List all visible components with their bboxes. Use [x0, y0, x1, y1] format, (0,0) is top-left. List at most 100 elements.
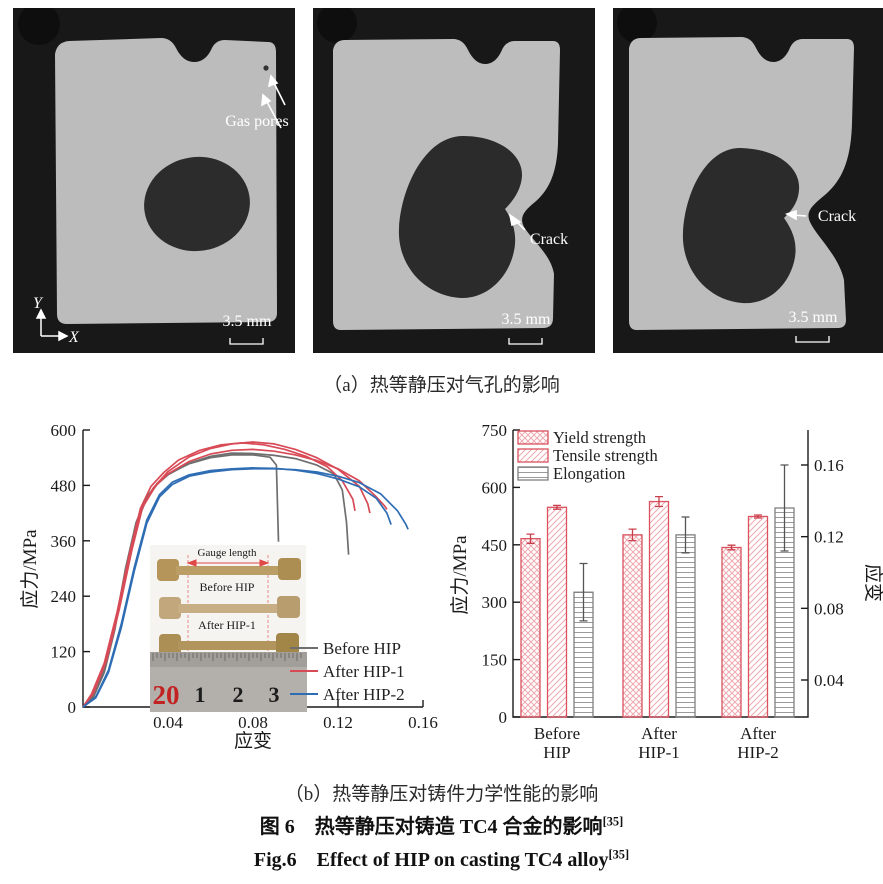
- scan-artifact-blob: [317, 8, 357, 43]
- error-bar: [553, 504, 561, 510]
- xray-panel-mid: Crack 3.5 mm: [313, 8, 595, 353]
- ruler-number-1: 1: [195, 682, 206, 707]
- mechanical-properties-chart: 0 150 300 450 600 750 0.04 0.08 0.12 0.16 应力/MPa 应变…: [450, 421, 883, 762]
- right-axis-label: 应变: [862, 564, 883, 602]
- bar-chart-axes: 0 150 300 450 600 750 0.04 0.08 0.12 0.16 应力/MPa 应变…: [450, 421, 883, 762]
- xray-panels: Gas pores Y X 3.5 mm Crack 3.5 mm: [13, 8, 883, 353]
- crack-arrow: [785, 209, 807, 221]
- bar-yield-strength: [721, 546, 742, 718]
- error-bar: [681, 516, 690, 554]
- legend-label: Elongation: [553, 464, 625, 483]
- kidney-pore: [682, 147, 800, 304]
- caption-chinese: 图 6 热等静压对铸造 TC4 合金的影响[35]: [0, 810, 883, 839]
- right-tick-label: 0.04: [814, 671, 844, 690]
- y-tick-label: 0: [68, 698, 77, 717]
- scan-artifact-blob: [617, 8, 657, 43]
- specimen-photo-inset: Gauge length Before HIP After HIP-1 Afte…: [150, 545, 307, 712]
- left-axis-label: 应力/MPa: [450, 535, 471, 615]
- bar-elongation: [675, 534, 696, 718]
- category-label: After: [740, 724, 776, 743]
- right-tick-label: 0.12: [814, 528, 844, 547]
- left-tick-label: 150: [482, 651, 508, 670]
- bar-chart-bars: [520, 464, 795, 718]
- legend-label: Before HIP: [323, 639, 401, 658]
- error-bar: [579, 562, 588, 622]
- scale-bar: [795, 336, 830, 343]
- kidney-pore: [398, 136, 523, 299]
- y-axis-label: 应力/MPa: [20, 529, 41, 609]
- legend-label: After HIP-1: [323, 662, 405, 681]
- right-tick-label: 0.08: [814, 599, 844, 618]
- error-bar: [780, 464, 789, 552]
- error-bar: [754, 514, 762, 519]
- specimen-label: After HIP-1: [198, 618, 256, 632]
- gas-pore-dot: [263, 65, 269, 71]
- gas-pores-arrows: [261, 74, 286, 129]
- left-tick-label: 600: [482, 478, 508, 497]
- x-tick-label: 0.08: [238, 713, 268, 732]
- ruler-number-3: 3: [269, 682, 280, 707]
- category-label: Before: [534, 724, 580, 743]
- specimen-after-hip2: [159, 633, 299, 656]
- caption-english-ref: [35]: [608, 847, 630, 862]
- crack-arrow: [508, 213, 526, 231]
- gauge-length-arrow: [186, 559, 270, 567]
- y-tick-label: 480: [51, 476, 77, 495]
- x-axis-letter: X: [68, 329, 80, 346]
- left-tick-label: 0: [499, 708, 508, 727]
- x-tick-label: 0.16: [408, 713, 438, 732]
- x-axis-label: 应变: [234, 730, 272, 752]
- specimen-before-hip: [157, 558, 301, 581]
- caption-english: Fig.6 Effect of HIP on casting TC4 alloy…: [0, 843, 883, 872]
- y-axis-letter: Y: [33, 295, 44, 312]
- bar-tensile-strength: [546, 506, 568, 718]
- curve-after-hip-1: [82, 448, 388, 708]
- specimen-after-hip1: [159, 596, 300, 619]
- xray-panel-right: Crack 3.5 mm: [613, 8, 883, 353]
- category-label: HIP-2: [737, 743, 779, 762]
- ruler-number-2: 2: [233, 682, 244, 707]
- legend-label: After HIP-2: [323, 685, 405, 704]
- caption-a: （a）热等静压对气孔的影响: [323, 375, 560, 396]
- scale-label: 3.5 mm: [789, 309, 838, 326]
- y-tick-label: 600: [51, 421, 77, 440]
- caption-english-text: Fig.6 Effect of HIP on casting TC4 alloy: [253, 849, 609, 871]
- error-bar: [655, 495, 663, 508]
- crack-label: Crack: [530, 231, 568, 248]
- category-label: HIP: [543, 743, 570, 762]
- x-tick-label: 0.04: [153, 713, 183, 732]
- bar-yield-strength: [520, 538, 541, 718]
- error-bar: [526, 533, 535, 544]
- scale-label: 3.5 mm: [223, 313, 272, 330]
- y-tick-label: 240: [51, 587, 77, 606]
- bar-tensile-strength: [648, 500, 670, 718]
- ruler: 20 1 2 3: [150, 652, 307, 712]
- error-bar: [628, 528, 637, 542]
- xray-panel-before-hip: Gas pores Y X 3.5 mm: [13, 8, 295, 353]
- gauge-length-label: Gauge length: [198, 547, 257, 559]
- legend-swatch: [517, 466, 549, 481]
- bar-tensile-strength: [747, 515, 769, 718]
- scale-label: 3.5 mm: [502, 311, 551, 328]
- category-label: HIP-1: [638, 743, 680, 762]
- legend-swatch: [517, 448, 549, 463]
- legend-label: Tensile strength: [553, 446, 658, 465]
- stress-strain-curves: [82, 441, 409, 708]
- ruler-number-20: 20: [153, 680, 180, 710]
- legend-label: Yield strength: [553, 428, 647, 447]
- left-tick-label: 750: [482, 421, 508, 440]
- coordinate-axes: [35, 308, 69, 342]
- gas-pores-label: Gas pores: [225, 113, 289, 130]
- specimen-label: Before HIP: [200, 580, 255, 594]
- left-tick-label: 300: [482, 593, 508, 612]
- large-pore: [144, 156, 250, 252]
- right-tick-label: 0.16: [814, 456, 844, 475]
- caption-b: （b）热等静压对铸件力学性能的影响: [284, 784, 599, 805]
- bar-yield-strength: [622, 534, 643, 718]
- category-label: After: [641, 724, 677, 743]
- y-tick-label: 360: [51, 532, 77, 551]
